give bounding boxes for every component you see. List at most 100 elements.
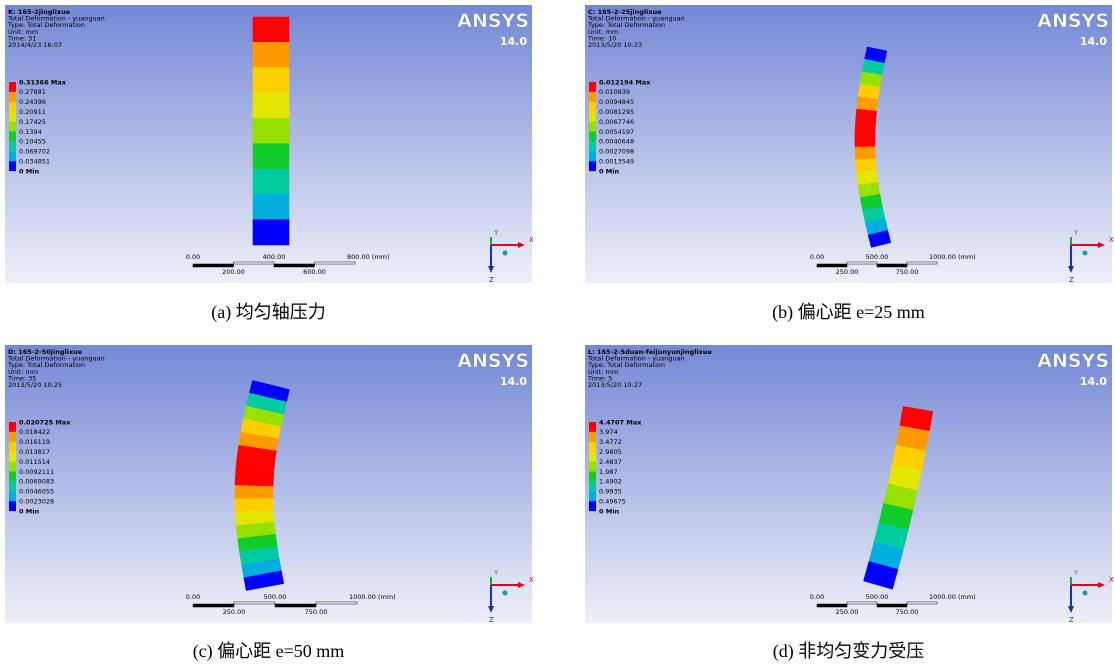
legend-swatch — [589, 92, 596, 102]
column-band — [855, 122, 876, 135]
scale-bar-segment — [907, 262, 937, 264]
column-band — [856, 109, 877, 123]
legend-label: 0.49675 — [599, 498, 626, 506]
caption: (b) 偏心距 e=25 mm — [772, 302, 925, 323]
legend-label: 0 Min — [19, 507, 39, 515]
axis-label: Z — [1069, 276, 1074, 284]
legend-swatch — [9, 432, 16, 442]
scale-bar-segment — [847, 602, 877, 604]
column-band — [253, 93, 289, 118]
scale-label: 0.00 — [186, 253, 200, 261]
legend-label: 0.011514 — [19, 458, 50, 466]
legend-label: 0.0067746 — [599, 118, 634, 126]
caption: (c) 偏心距 e=50 mm — [193, 641, 345, 662]
axis-label: Y — [1073, 569, 1079, 577]
legend-label: 0.0046055 — [19, 488, 54, 496]
axis-label: Y — [1073, 229, 1079, 237]
legend-swatch — [589, 141, 596, 151]
scale-label: 750.00 — [896, 268, 919, 276]
header-line: 2013/5/20 10:23 — [588, 41, 642, 49]
screenshot-panel: K: 165-2jinglixueTotal Deformation - yua… — [5, 5, 534, 284]
legend-label: 0.20911 — [19, 108, 46, 116]
scale-bar-segment — [316, 602, 357, 604]
legend-label: 0.0027098 — [599, 148, 634, 156]
scale-label: 1000.00 (mm) — [929, 593, 976, 601]
legend-swatch — [589, 122, 596, 132]
scale-label: 250.00 — [836, 608, 859, 616]
legend-swatch — [9, 491, 16, 501]
legend-swatch — [9, 141, 16, 151]
legend-label: 0.31366 Max — [19, 78, 67, 86]
legend-label: 0.069702 — [19, 148, 50, 156]
column-band — [857, 97, 878, 112]
legend-label: 2.9805 — [599, 448, 622, 456]
legend-label: 4.4707 Max — [599, 418, 642, 426]
header-line: 2013/5/20 10:25 — [8, 381, 62, 389]
legend-swatch — [9, 422, 16, 432]
legend-swatch — [589, 452, 596, 462]
header-line: 2013/5/20 10:27 — [588, 381, 642, 389]
triad-dot — [503, 591, 508, 596]
legend-label: 0.0094845 — [599, 98, 634, 106]
column-band — [253, 17, 289, 42]
legend-label: 0.9935 — [599, 488, 622, 496]
axis-label: X — [529, 576, 534, 584]
legend-swatch — [589, 491, 596, 501]
scale-label: 800.00 (mm) — [347, 253, 390, 261]
logo: ANSYS — [457, 10, 529, 32]
legend-label: 0.0054197 — [599, 128, 634, 136]
column-band — [253, 68, 289, 93]
scale-label: 1000.00 (mm) — [929, 253, 976, 261]
legend-swatch — [589, 151, 596, 161]
legend-label: 1.4902 — [599, 478, 622, 486]
legend-label: 2.4837 — [599, 458, 622, 466]
legend-swatch — [589, 501, 596, 511]
scale-label: 600.00 — [303, 268, 326, 276]
scale-bar-segment — [274, 264, 315, 267]
axis-label: Z — [489, 276, 494, 284]
scale-bar-segment — [847, 262, 877, 264]
column-band — [235, 472, 274, 487]
column-band — [253, 169, 289, 194]
version: 14.0 — [500, 375, 527, 388]
column-band — [235, 485, 273, 499]
scale-bar-segment — [193, 264, 234, 267]
scale-bar-segment — [193, 604, 234, 607]
logo: ANSYS — [1037, 350, 1109, 372]
legend-label: 0.27881 — [19, 88, 46, 96]
legend-swatch — [9, 481, 16, 491]
scale-bar-segment — [315, 262, 356, 264]
column-band — [253, 194, 289, 219]
legend-swatch — [9, 132, 16, 142]
triad-dot — [1083, 591, 1088, 596]
scale-bar-segment — [877, 604, 907, 607]
scale-label: 500.00 — [866, 253, 889, 261]
figure: K: 165-2jinglixueTotal Deformation - yua… — [0, 0, 1115, 671]
legend-label: 0.020725 Max — [19, 418, 71, 426]
legend-label: 0.0069083 — [19, 478, 54, 486]
legend-swatch — [9, 501, 16, 511]
logo: ANSYS — [1037, 10, 1109, 32]
axis-label: X — [529, 236, 534, 244]
legend-swatch — [589, 472, 596, 482]
scale-label: 250.00 — [223, 608, 246, 616]
legend-label: 0.0040648 — [599, 138, 634, 146]
column-band — [253, 144, 289, 169]
legend-label: 0.034851 — [19, 158, 50, 166]
triad-dot — [1083, 251, 1088, 256]
legend-label: 0.010839 — [599, 88, 630, 96]
legend-swatch — [589, 422, 596, 432]
legend-label: 0.0013549 — [599, 158, 634, 166]
axis-label: X — [1109, 576, 1114, 584]
scale-bar-segment — [907, 602, 937, 604]
triad-dot — [503, 251, 508, 256]
screenshot-panel: D: 165-2-50jinglixueTotal Deformation - … — [5, 345, 534, 624]
legend-swatch — [589, 462, 596, 472]
column-band — [855, 147, 876, 160]
legend-label: 0.0092111 — [19, 468, 54, 476]
scale-label: 0.00 — [186, 593, 200, 601]
legend-label: 3.4772 — [599, 438, 622, 446]
scale-bar-segment — [234, 602, 275, 604]
legend-swatch — [589, 161, 596, 171]
legend-label: 1.987 — [599, 468, 618, 476]
